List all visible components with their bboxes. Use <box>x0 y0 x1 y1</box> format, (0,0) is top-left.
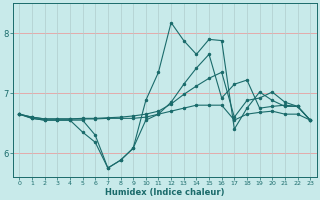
X-axis label: Humidex (Indice chaleur): Humidex (Indice chaleur) <box>105 188 225 197</box>
